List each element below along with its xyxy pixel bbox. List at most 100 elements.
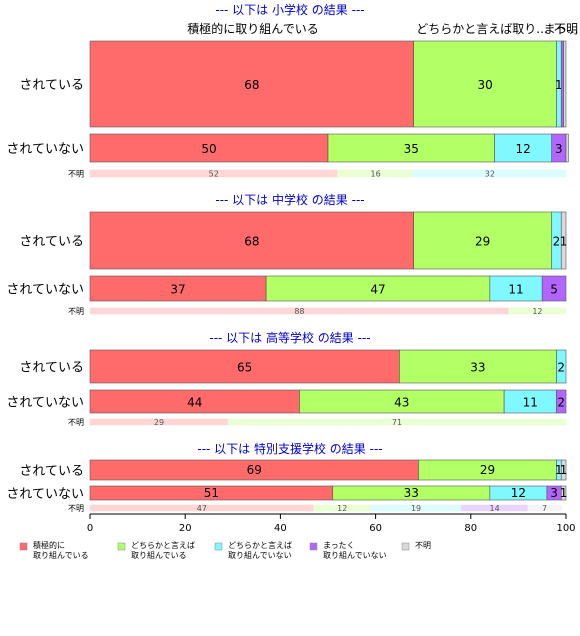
data-label: 2 bbox=[553, 235, 561, 249]
panel-title: --- 以下は 特別支援学校 の結果 --- bbox=[197, 441, 382, 456]
legend-label: まったく取り組んでいない bbox=[323, 541, 387, 560]
data-label: 35 bbox=[404, 142, 419, 156]
legend-label: どちらかと言えば取り組んでいる bbox=[131, 540, 195, 560]
legend-swatch bbox=[401, 542, 410, 551]
x-tick-label: 80 bbox=[464, 523, 477, 534]
data-label: 11 bbox=[508, 283, 523, 297]
x-tick-label: 40 bbox=[274, 523, 287, 534]
data-label: 69 bbox=[247, 463, 262, 477]
data-label: 1 bbox=[555, 463, 563, 477]
top-label: どちらかと言えば取り... bbox=[416, 22, 547, 36]
row-label: 不明 bbox=[68, 418, 84, 427]
data-label: 3 bbox=[550, 486, 558, 500]
data-label: 32 bbox=[485, 170, 495, 179]
row-label: 不明 bbox=[68, 504, 84, 513]
data-label: 12 bbox=[516, 142, 531, 156]
top-label: まっ... bbox=[544, 22, 579, 36]
bar-segment bbox=[399, 349, 557, 384]
data-label: 30 bbox=[477, 78, 492, 92]
data-label: 29 bbox=[475, 235, 490, 249]
legend-swatch bbox=[309, 542, 318, 551]
data-label: 65 bbox=[237, 361, 252, 375]
bar-segment bbox=[527, 504, 562, 512]
data-label: 12 bbox=[532, 307, 542, 316]
row-label: されていない bbox=[6, 396, 84, 411]
data-label: 29 bbox=[154, 418, 164, 427]
bar-segment bbox=[560, 211, 567, 270]
row-label: されている bbox=[19, 235, 84, 250]
data-label: 12 bbox=[337, 504, 347, 513]
row-label: 不明 bbox=[68, 307, 84, 316]
bar-segment bbox=[560, 485, 567, 501]
data-label: 50 bbox=[201, 142, 216, 156]
bar-segment bbox=[556, 389, 567, 414]
data-label: 2 bbox=[557, 361, 565, 375]
data-label: 47 bbox=[197, 504, 207, 513]
row-label: されている bbox=[19, 464, 84, 479]
row-label: されていない bbox=[6, 283, 84, 298]
bar-segment bbox=[413, 40, 557, 128]
data-label: 68 bbox=[244, 78, 259, 92]
bar-segment bbox=[560, 459, 567, 481]
data-label: 47 bbox=[370, 283, 385, 297]
data-label: 44 bbox=[187, 396, 202, 410]
data-label: 2 bbox=[557, 396, 565, 410]
legend-label: 積極的に取り組んでいる bbox=[33, 540, 89, 560]
data-label: 33 bbox=[470, 361, 485, 375]
data-label: 1 bbox=[560, 235, 568, 249]
top-label: 不明 bbox=[554, 22, 578, 36]
data-label: 1 bbox=[560, 486, 568, 500]
data-label: 7 bbox=[542, 504, 547, 513]
x-tick-label: 100 bbox=[556, 523, 575, 534]
data-label: 1 bbox=[560, 463, 568, 477]
panel-title: --- 以下は 中学校 の結果 --- bbox=[215, 192, 364, 207]
bar-segment bbox=[508, 307, 567, 315]
data-label: 11 bbox=[523, 396, 538, 410]
panel-title: --- 以下は 高等学校 の結果 --- bbox=[209, 330, 370, 345]
data-label: 5 bbox=[550, 283, 558, 297]
row-label: されている bbox=[19, 361, 84, 376]
bar-segment bbox=[565, 133, 569, 163]
legend-swatch bbox=[214, 542, 223, 551]
bar-segment bbox=[563, 40, 567, 128]
bar-segment bbox=[556, 349, 567, 384]
bar-segment bbox=[89, 133, 329, 163]
data-label: 33 bbox=[404, 486, 419, 500]
data-label: 71 bbox=[392, 418, 402, 427]
top-label: 積極的に取り組んでいる bbox=[187, 21, 318, 36]
data-label: 52 bbox=[209, 170, 219, 179]
bar-segment bbox=[489, 275, 543, 302]
bar-segment bbox=[265, 275, 491, 302]
bar-segment bbox=[89, 211, 414, 270]
row-label: されている bbox=[19, 78, 84, 93]
data-label: 1 bbox=[555, 78, 563, 92]
legend-swatch bbox=[117, 542, 126, 551]
bar-segment bbox=[413, 169, 567, 178]
bar-segment bbox=[560, 40, 564, 128]
data-label: 88 bbox=[294, 307, 304, 316]
data-label: 29 bbox=[480, 463, 495, 477]
bar-segment bbox=[89, 275, 267, 302]
legend-label: どちらかと言えば取り組んでいない bbox=[228, 540, 292, 560]
data-label: 19 bbox=[411, 504, 421, 513]
legend-swatch bbox=[19, 542, 28, 551]
data-label: 43 bbox=[394, 396, 409, 410]
data-label: 51 bbox=[204, 486, 219, 500]
row-label: されていない bbox=[6, 487, 84, 502]
data-label: 37 bbox=[170, 283, 185, 297]
data-label: 14 bbox=[490, 504, 500, 513]
x-tick-label: 60 bbox=[369, 523, 382, 534]
data-label: 3 bbox=[555, 142, 563, 156]
bar-segment bbox=[413, 211, 553, 270]
bar-segment bbox=[541, 275, 567, 302]
data-label: 12 bbox=[511, 486, 526, 500]
x-tick-label: 0 bbox=[87, 523, 93, 534]
data-label: 16 bbox=[371, 170, 381, 179]
data-label: 68 bbox=[244, 235, 259, 249]
bar-segment bbox=[89, 349, 400, 384]
panel-title: --- 以下は 小学校 の結果 --- bbox=[215, 2, 364, 17]
row-label: 不明 bbox=[68, 170, 84, 179]
row-label: されていない bbox=[6, 142, 84, 157]
legend-label: 不明 bbox=[415, 541, 431, 550]
